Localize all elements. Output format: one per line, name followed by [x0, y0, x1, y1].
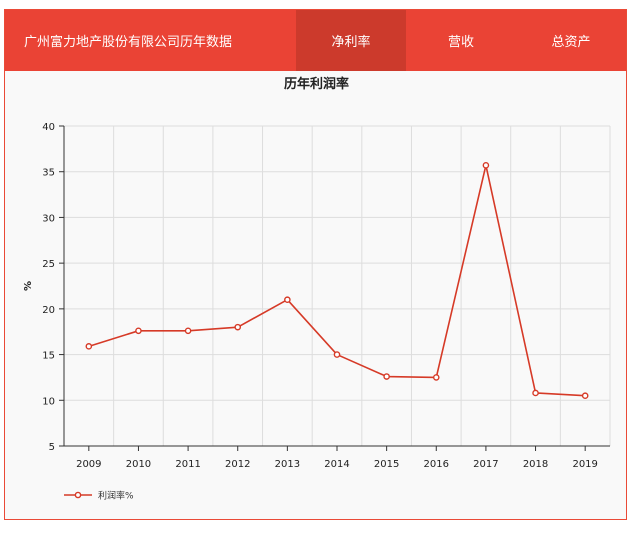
x-tick-label: 2010	[126, 459, 151, 470]
x-tick-label: 2016	[424, 459, 449, 470]
x-tick-label: 2017	[473, 459, 498, 470]
data-point	[184, 327, 192, 335]
y-tick-label: 5	[49, 442, 55, 453]
y-tick-label: 15	[42, 351, 55, 362]
x-tick-label: 2019	[572, 459, 597, 470]
legend-label: 利润率%	[98, 490, 134, 502]
data-point	[532, 389, 539, 397]
data-point	[432, 374, 440, 381]
chart-title: 历年利润率	[283, 77, 349, 92]
x-tick-label: 2009	[76, 459, 101, 470]
data-point	[135, 327, 142, 335]
data-point	[284, 296, 291, 304]
data-point	[383, 373, 390, 380]
data-point	[482, 162, 490, 169]
legend-marker	[74, 491, 82, 499]
data-point	[85, 343, 93, 350]
data-point	[333, 351, 341, 358]
y-axis-label: %	[23, 281, 34, 291]
header-bar: 广州富力地产股份有限公司历年数据 净利率 营收 总资产	[5, 10, 626, 71]
y-tick-label: 40	[42, 122, 55, 133]
data-point	[234, 323, 242, 331]
chart-panel: 广州富力地产股份有限公司历年数据 净利率 营收 总资产	[4, 9, 627, 520]
x-tick-label: 2018	[523, 459, 548, 470]
tab-net-margin[interactable]: 净利率	[296, 10, 406, 71]
y-tick-label: 30	[42, 213, 55, 224]
y-tick-label: 20	[42, 305, 55, 316]
x-tick-label: 2011	[175, 459, 200, 470]
tab-bar: 净利率 营收 总资产	[296, 10, 626, 71]
y-tick-label: 25	[42, 259, 55, 270]
x-tick-label: 2012	[225, 459, 250, 470]
y-tick-label: 10	[42, 396, 55, 407]
x-tick-label: 2014	[324, 459, 349, 470]
x-tick-label: 2013	[275, 459, 300, 470]
data-point	[581, 392, 589, 400]
page-title: 广州富力地产股份有限公司历年数据	[24, 35, 233, 50]
tab-total-assets[interactable]: 总资产	[551, 35, 591, 50]
y-tick-label: 35	[42, 168, 55, 179]
x-tick-label: 2015	[374, 459, 399, 470]
tab-revenue[interactable]: 营收	[447, 35, 474, 50]
